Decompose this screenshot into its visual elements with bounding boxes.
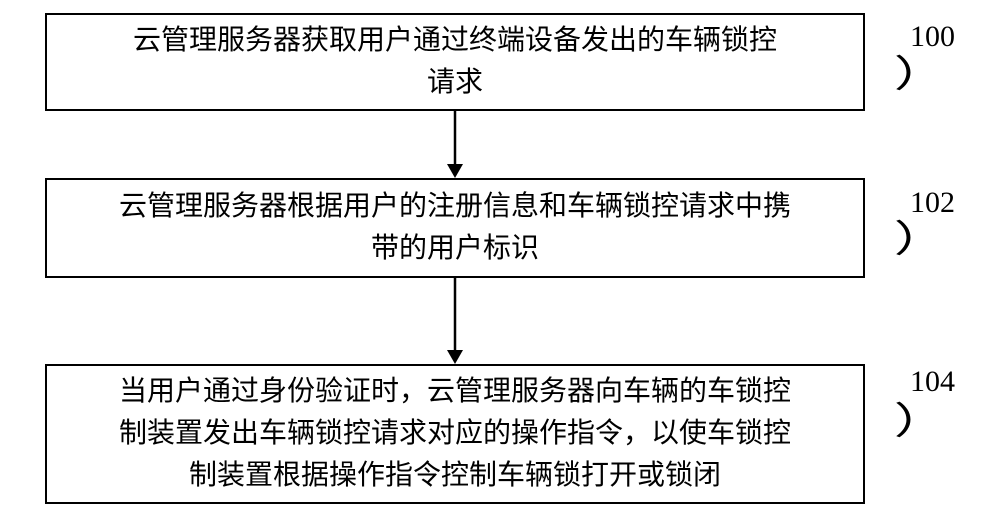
flowchart-canvas: 云管理服务器获取用户通过终端设备发出的车辆锁控 请求⌒100云管理服务器根据用户… xyxy=(0,0,1000,515)
arrow-1 xyxy=(0,0,1000,515)
